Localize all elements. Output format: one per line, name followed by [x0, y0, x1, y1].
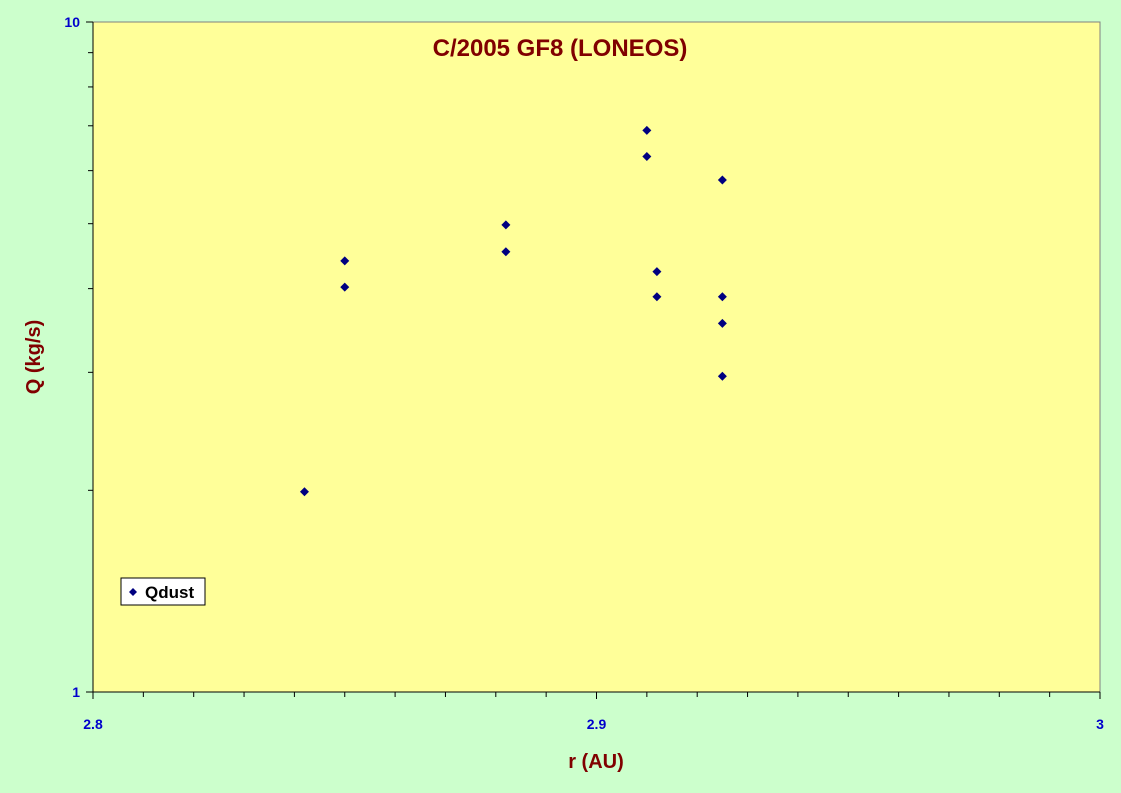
- tick-marks: [86, 21, 1101, 699]
- data-point: [717, 292, 727, 302]
- data-point: [501, 220, 511, 230]
- data-point: [652, 267, 662, 277]
- data-point: [299, 487, 309, 497]
- data-point: [642, 125, 652, 135]
- data-point: [652, 292, 662, 302]
- data-point: [340, 256, 350, 266]
- x-tick-label: 3: [1096, 716, 1104, 732]
- data-points: [299, 125, 727, 497]
- y-axis-title: Q (kg/s): [23, 320, 45, 394]
- x-axis-title: r (AU): [568, 751, 624, 773]
- chart-title: C/2005 GF8 (LONEOS): [433, 35, 688, 62]
- tick-labels: 2.8 2.9 3 1 10: [64, 14, 1104, 732]
- y-tick-label: 10: [64, 14, 80, 30]
- data-point: [340, 282, 350, 292]
- data-point: [717, 371, 727, 381]
- y-tick-label: 1: [72, 684, 80, 700]
- data-point: [642, 151, 652, 161]
- legend-label-qdust: Qdust: [145, 583, 194, 602]
- data-point: [501, 247, 511, 257]
- x-tick-label: 2.9: [587, 716, 607, 732]
- data-point: [717, 318, 727, 328]
- x-tick-label: 2.8: [83, 716, 103, 732]
- data-point: [717, 175, 727, 185]
- legend-marker-qdust: [129, 588, 137, 596]
- plot-area: [92, 21, 1101, 693]
- legend: Qdust: [120, 577, 206, 606]
